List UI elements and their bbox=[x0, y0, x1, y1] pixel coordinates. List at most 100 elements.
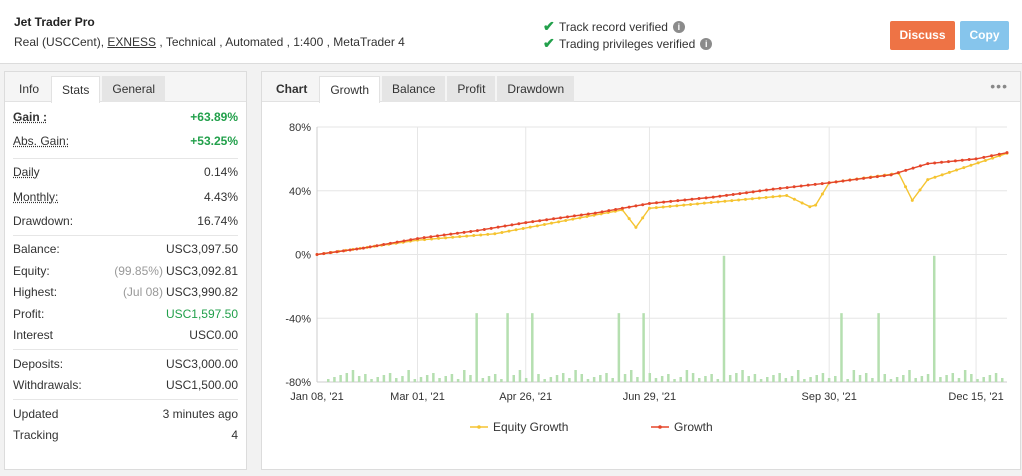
growth-point bbox=[435, 234, 439, 238]
volume-bar bbox=[926, 374, 930, 382]
growth-point bbox=[395, 240, 399, 244]
growth-point bbox=[565, 215, 569, 219]
tab-balance[interactable]: Balance bbox=[382, 76, 446, 102]
equity-point bbox=[814, 203, 818, 207]
tab-growth[interactable]: Growth bbox=[319, 76, 381, 103]
growth-point bbox=[827, 181, 831, 185]
volume-bar bbox=[716, 379, 720, 382]
equity-label: Equity: bbox=[13, 263, 50, 278]
growth-point bbox=[785, 186, 789, 190]
growth-point bbox=[904, 168, 908, 172]
legend-equity-growth[interactable]: Equity Growth bbox=[470, 420, 568, 434]
daily-label[interactable]: Daily bbox=[13, 165, 40, 180]
info-icon[interactable]: i bbox=[700, 37, 713, 50]
gain-label[interactable]: Gain : bbox=[13, 109, 48, 124]
equity-point bbox=[564, 219, 568, 222]
growth-point bbox=[416, 237, 420, 241]
volume-bar bbox=[784, 378, 788, 382]
volume-bar bbox=[691, 373, 695, 382]
monthly-value: 4.43% bbox=[203, 189, 238, 204]
volume-bar bbox=[710, 374, 713, 382]
monthly-label[interactable]: Monthly: bbox=[13, 189, 59, 204]
deposits-label: Deposits: bbox=[13, 356, 64, 371]
growth-point bbox=[792, 185, 796, 189]
legend-growth[interactable]: Growth bbox=[651, 420, 713, 434]
copy-button[interactable]: Copy bbox=[960, 21, 1009, 50]
y-tick-label: 0% bbox=[295, 250, 311, 262]
volume-bar bbox=[481, 378, 485, 382]
volume-bar bbox=[840, 313, 843, 382]
volume-bar bbox=[827, 378, 831, 382]
interest-value: USC0.00 bbox=[189, 328, 238, 343]
tab-info[interactable]: Info bbox=[19, 82, 40, 96]
equity-point bbox=[723, 199, 727, 203]
growth-point bbox=[572, 214, 576, 218]
growth-point bbox=[489, 226, 493, 230]
stat-row-tracking: Tracking 4 bbox=[13, 425, 238, 447]
tab-stats[interactable]: Stats bbox=[51, 76, 101, 103]
volume-bar bbox=[679, 377, 682, 382]
growth-point bbox=[868, 175, 872, 179]
equity-point bbox=[976, 161, 980, 165]
broker-link[interactable]: EXNESS bbox=[107, 35, 157, 49]
x-axis-labels: Jan 08, '21 Mar 01, '21 Apr 26, '21 Jun 29,… bbox=[290, 391, 1003, 403]
volume-bar bbox=[531, 313, 534, 382]
y-tick-label: -80% bbox=[285, 377, 311, 389]
growth-point bbox=[634, 204, 638, 208]
volume-bar bbox=[339, 375, 342, 382]
growth-point bbox=[559, 216, 563, 220]
equity-point bbox=[778, 194, 782, 198]
growth-point bbox=[848, 178, 852, 182]
abs-gain-label[interactable]: Abs. Gain: bbox=[13, 134, 70, 148]
growth-point bbox=[758, 189, 762, 193]
tab-drawdown[interactable]: Drawdown bbox=[497, 76, 575, 102]
equity-point bbox=[910, 198, 914, 202]
equity-point bbox=[578, 216, 582, 220]
volume-bar bbox=[895, 377, 899, 382]
interest-label: Interest bbox=[13, 328, 54, 343]
equity-point bbox=[654, 206, 658, 210]
divider bbox=[13, 349, 238, 350]
equity-point bbox=[571, 217, 575, 221]
growth-point bbox=[806, 183, 810, 187]
volume-bar bbox=[988, 375, 992, 382]
growth-point bbox=[940, 160, 944, 164]
equity-point bbox=[983, 158, 987, 162]
equity-point bbox=[955, 168, 959, 172]
equity-point bbox=[627, 217, 631, 221]
volume-bar bbox=[778, 373, 781, 382]
growth-point bbox=[738, 192, 742, 196]
equity-point bbox=[444, 236, 448, 240]
stat-row-interest: Interest USC0.00 bbox=[13, 325, 238, 347]
growth-point bbox=[462, 230, 466, 234]
volume-bar bbox=[963, 370, 967, 382]
volume-bar bbox=[333, 377, 336, 382]
growth-point bbox=[771, 187, 775, 191]
tab-general[interactable]: General bbox=[102, 76, 166, 102]
volume-bar bbox=[722, 255, 726, 382]
stat-row-gain: Gain : +63.89% bbox=[13, 106, 238, 128]
volume-bar bbox=[438, 378, 441, 382]
deposits-value: USC3,000.00 bbox=[165, 356, 238, 371]
tracking-label: Tracking bbox=[13, 428, 59, 443]
growth-point bbox=[683, 198, 687, 202]
growth-point bbox=[538, 219, 542, 223]
info-icon[interactable]: i bbox=[672, 20, 685, 33]
discuss-button[interactable]: Discuss bbox=[890, 21, 955, 50]
tab-chart[interactable]: Chart bbox=[276, 82, 308, 96]
stat-row-monthly: Monthly: 4.43% bbox=[13, 183, 238, 210]
growth-point bbox=[1005, 151, 1009, 155]
volume-bar bbox=[407, 370, 410, 382]
tab-profit[interactable]: Profit bbox=[447, 76, 496, 102]
equity-growth-line bbox=[316, 152, 1008, 256]
y-axis-labels: 80% 40% 0% -40% -80% bbox=[285, 122, 311, 389]
divider bbox=[13, 157, 238, 159]
volume-bar bbox=[759, 379, 763, 382]
volume-bar bbox=[728, 375, 732, 382]
equity-point bbox=[528, 225, 532, 229]
volume-bar bbox=[493, 374, 497, 382]
withdrawals-value: USC1,500.00 bbox=[165, 378, 238, 393]
more-dots-icon[interactable]: ••• bbox=[990, 78, 1008, 94]
volume-bar bbox=[982, 377, 985, 382]
volume-bar bbox=[512, 375, 516, 382]
